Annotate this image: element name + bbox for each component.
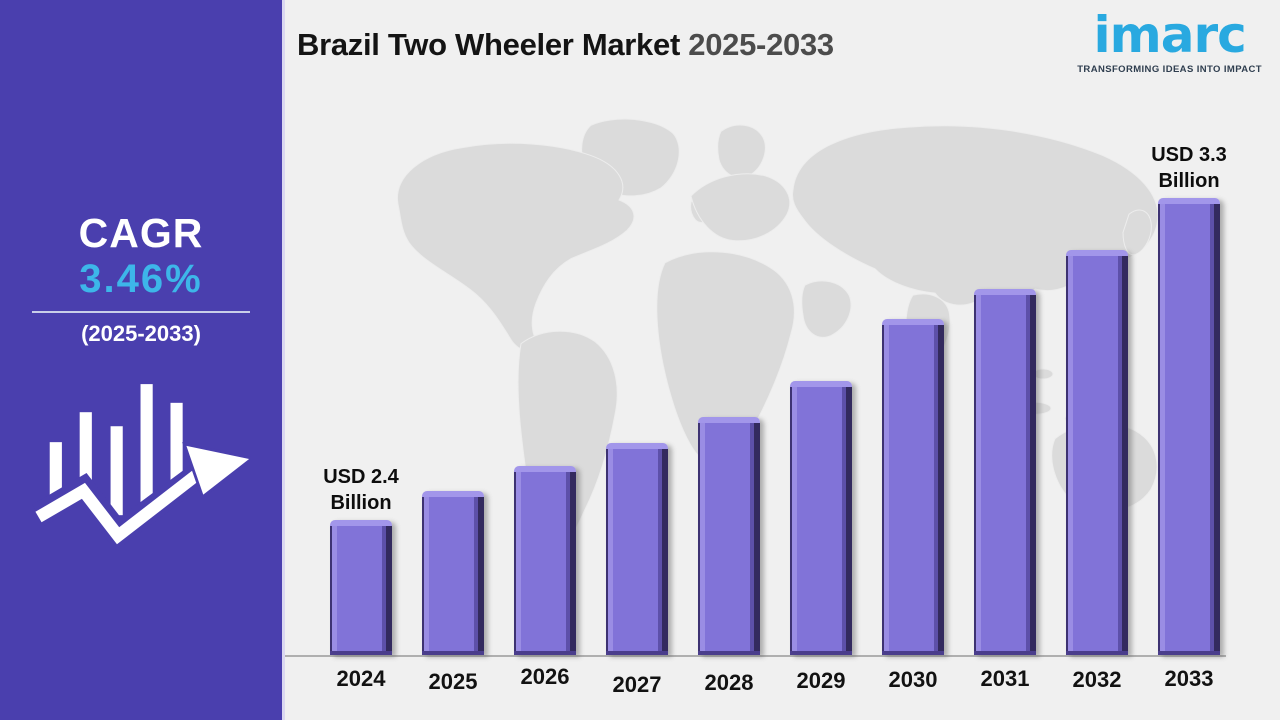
x-axis-line	[285, 655, 1226, 657]
imarc-logo: imarc TRANSFORMING IDEAS INTO IMPACT	[1077, 6, 1262, 76]
cagr-divider	[32, 311, 250, 314]
imarc-wordmark: imarc	[1093, 6, 1246, 64]
cagr-period: (2025-2033)	[81, 321, 201, 347]
bar-2030	[882, 319, 944, 655]
x-tick-2033: 2033	[1164, 666, 1214, 691]
x-tick-2029: 2029	[796, 668, 846, 693]
bar-2025	[422, 491, 484, 655]
bar-2033	[1158, 198, 1220, 655]
bar-2026	[514, 466, 576, 655]
imarc-tagline: TRANSFORMING IDEAS INTO IMPACT	[1077, 64, 1262, 75]
x-tick-2030: 2030	[888, 667, 938, 692]
x-tick-2031: 2031	[980, 666, 1030, 691]
bar-2031	[974, 289, 1036, 655]
bar-2032	[1066, 250, 1128, 655]
x-tick-2026: 2026	[520, 664, 570, 689]
title-main: Brazil Two Wheeler Market	[297, 27, 680, 62]
cagr-label: CAGR	[78, 210, 204, 256]
growth-chart-arrow-icon	[32, 384, 251, 546]
bar-2029	[790, 381, 852, 655]
bar-2024	[330, 520, 392, 655]
bar-chart: 2024 USD 2.4 Billion 2025 2026 2027 2028 2029 2…	[285, 0, 1280, 720]
value-label-2033: USD 3.3 Billion	[1151, 144, 1227, 192]
bar-2027	[606, 443, 668, 655]
x-tick-2027: 2027	[612, 672, 662, 697]
value-label-2024: USD 2.4 Billion	[323, 466, 399, 514]
bar-2028	[698, 417, 760, 655]
x-tick-2024: 2024	[336, 666, 386, 691]
title-range: 2025-2033	[688, 27, 834, 62]
cagr-sidebar: CAGR 3.46% (2025-2033)	[0, 0, 285, 720]
cagr-value: 3.46%	[79, 257, 203, 302]
chart-title: Brazil Two Wheeler Market 2025-2033	[297, 27, 834, 63]
x-tick-2025: 2025	[428, 669, 478, 694]
x-tick-2028: 2028	[704, 670, 754, 695]
x-tick-2032: 2032	[1072, 667, 1122, 692]
chart-area: Brazil Two Wheeler Market 2025-2033 imar…	[285, 0, 1280, 720]
